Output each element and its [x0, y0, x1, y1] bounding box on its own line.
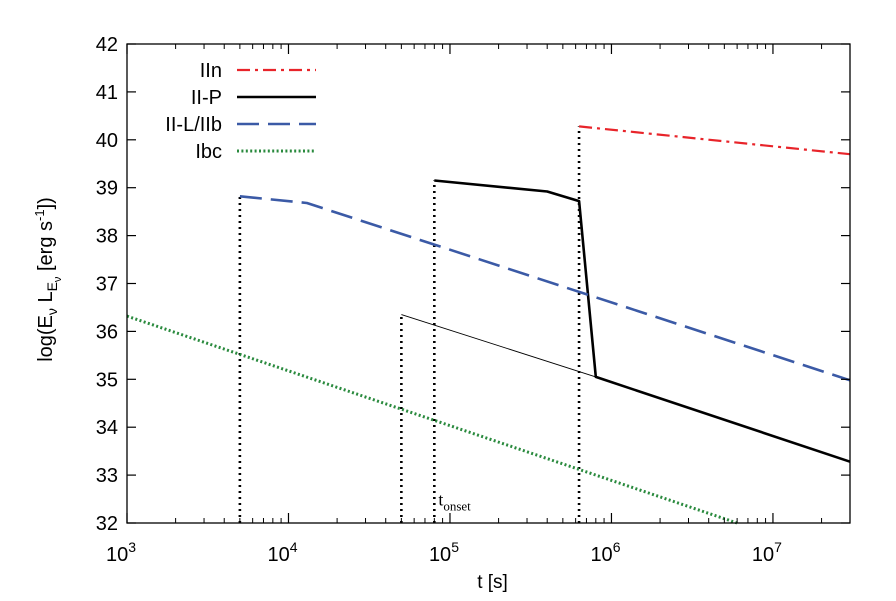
legend-label-ii-l-iib: II-L/IIb [165, 114, 222, 136]
ticks-layer: 32 33 34 35 36 37 38 39 40 41 42 103 104 105 106 107 [96, 34, 851, 566]
x-tick-label: 104 [267, 539, 297, 566]
y-tick-label: 34 [96, 417, 118, 439]
x-axis-label: t [s] [477, 572, 508, 593]
y-tick-label: 36 [96, 321, 118, 343]
t-onset-label: tonset [438, 489, 471, 513]
y-tick-label: 40 [96, 130, 118, 152]
legend: IIn II-P II-L/IIb Ibc [165, 60, 316, 163]
legend-label-ii-p: II-P [191, 87, 222, 109]
plot-frame [126, 43, 851, 524]
y-axis-label: log(Eν LEν [erg s-1]) [32, 197, 64, 362]
x-tick-label: 103 [106, 539, 136, 566]
x-tick-label: 105 [429, 539, 459, 566]
y-tick-label: 32 [96, 513, 118, 535]
t-onset-annotation: tonset [438, 489, 471, 513]
series-line-iin [578, 125, 851, 156]
y-tick-label: 42 [96, 34, 118, 56]
legend-label-iin: IIn [200, 60, 222, 82]
y-tick-label: 38 [96, 226, 118, 248]
x-tick-label: 106 [590, 539, 620, 566]
y-axis-label-text: log(Eν LEν [erg s-1]) [32, 197, 64, 362]
x-tick-label: 107 [752, 539, 782, 566]
y-tick-label: 39 [96, 178, 118, 200]
series-line-ii-l-iib [239, 195, 851, 382]
series-line-ibc [126, 314, 738, 525]
y-tick-label: 41 [96, 82, 118, 104]
y-tick-label: 35 [96, 369, 118, 391]
plot-layer [126, 125, 851, 525]
y-tick-label: 37 [96, 274, 118, 296]
y-tick-label: 33 [96, 465, 118, 487]
series-line-ii-p [434, 179, 851, 463]
legend-label-ibc: Ibc [195, 141, 222, 163]
thin-line-0 [401, 314, 596, 378]
